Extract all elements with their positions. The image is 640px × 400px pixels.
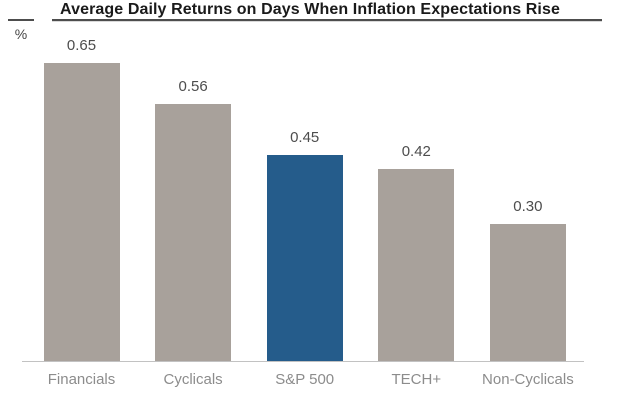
bar-financials <box>43 63 120 362</box>
chart-title: Average Daily Returns on Days When Infla… <box>60 1 560 18</box>
value-label-cyclicals: 0.56 <box>178 78 208 95</box>
value-label-non-cyclicals: 0.30 <box>513 198 543 215</box>
bar-non-cyclicals <box>489 224 566 362</box>
category-label-financials: Financials <box>47 371 116 388</box>
value-label-tech: 0.42 <box>401 143 431 160</box>
category-label-tech: TECH+ <box>391 371 442 388</box>
unit-label: % <box>14 26 28 42</box>
category-label-cyclicals: Cyclicals <box>163 371 223 388</box>
x-axis-line <box>22 361 584 362</box>
unit-axis-dash <box>8 19 34 21</box>
bar-tech <box>378 169 455 362</box>
value-label-s-p-500: 0.45 <box>290 129 320 146</box>
value-label-financials: 0.65 <box>66 37 97 54</box>
category-label-s-p-500: S&P 500 <box>275 371 335 388</box>
title-underline <box>52 19 602 22</box>
bar-cyclicals <box>155 104 232 362</box>
bar-s-p-500 <box>266 155 343 362</box>
category-label-non-cyclicals: Non-Cyclicals <box>482 371 574 388</box>
